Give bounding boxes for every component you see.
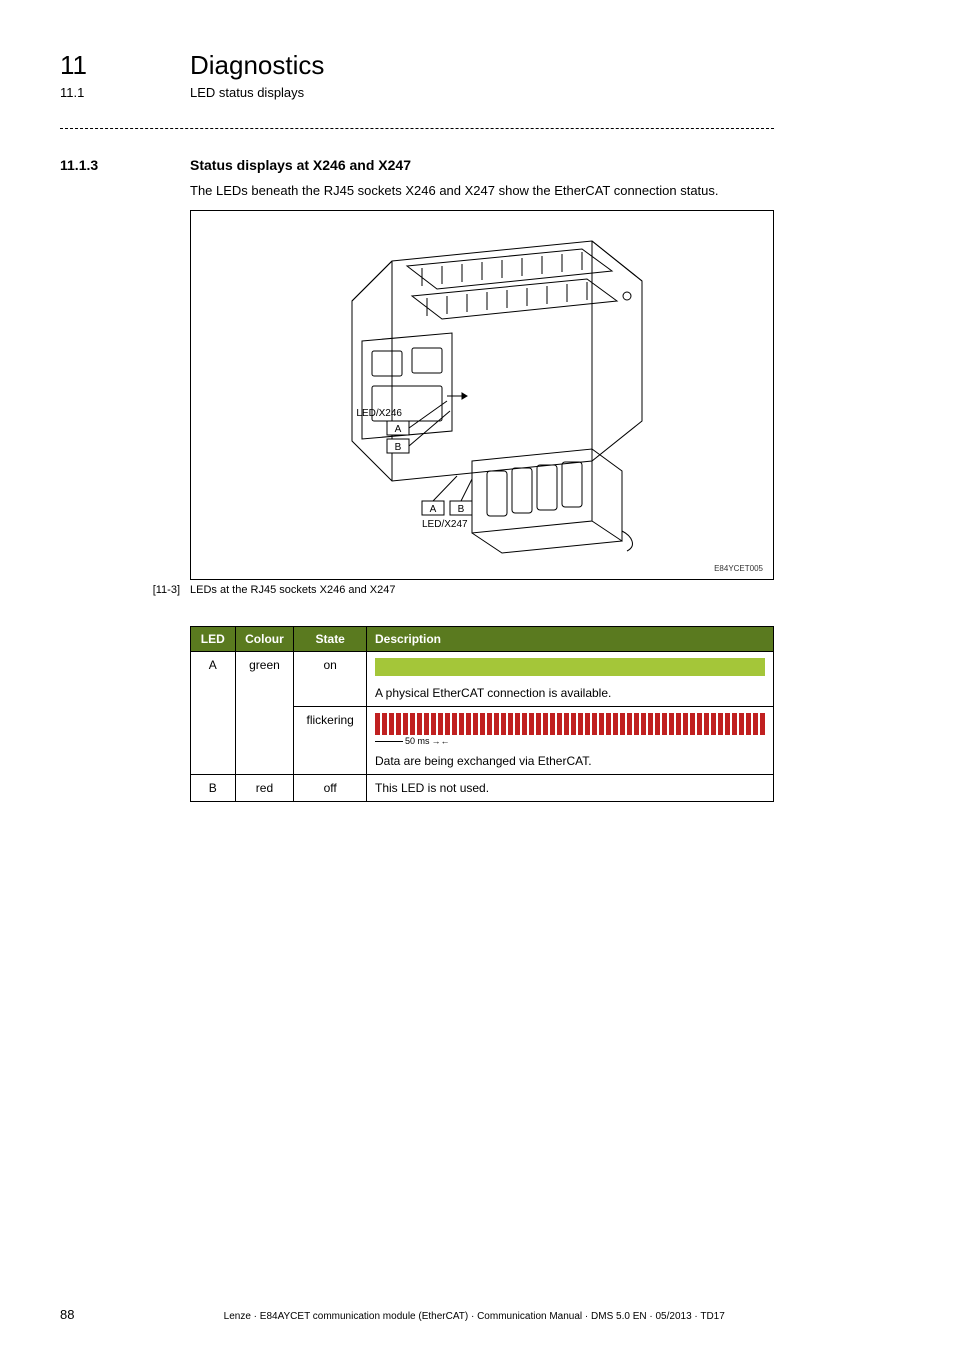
cell-state-flicker: flickering [294,707,367,775]
th-state: State [294,627,367,652]
timing-text: 50 ms [405,736,430,746]
footer-info: Lenze · E84AYCET communication module (E… [74,1311,874,1322]
cell-desc-on: A physical EtherCAT connection is availa… [367,652,774,707]
table-row: B red off This LED is not used. [191,775,774,802]
table-header-row: LED Colour State Description [191,627,774,652]
chapter-number: 11 [60,50,150,81]
table-row: A green on A physical EtherCAT connectio… [191,652,774,707]
desc-on-text: A physical EtherCAT connection is availa… [375,686,611,700]
desc-flicker-text: Data are being exchanged via EtherCAT. [375,754,592,768]
label-led-x247: LED/X247 [422,519,468,530]
cell-colour-a: green [235,652,294,775]
subsection-header: 11.1 LED status displays [60,85,774,100]
led-table: LED Colour State Description A green on … [190,626,774,802]
label-a-1: A [395,424,402,435]
caption-text: LEDs at the RJ45 sockets X246 and X247 [190,584,395,596]
figure-caption: [11-3] LEDs at the RJ45 sockets X246 and… [148,584,774,596]
page-number: 88 [60,1307,74,1322]
label-led-x246: LED/X246 [356,408,402,419]
cell-state-b: off [294,775,367,802]
cell-colour-b: red [235,775,294,802]
subsection-title: LED status displays [190,85,304,100]
flicker-indicator: 50 ms → ← [375,713,765,746]
page-footer: 88 Lenze · E84AYCET communication module… [60,1307,894,1322]
cell-desc-flicker: 50 ms → ← Data are being exchanged via E… [367,707,774,775]
section-number: 11.1.3 [60,157,150,173]
section-header: 11.1.3 Status displays at X246 and X247 [60,157,774,173]
figure-code: E84YCET005 [714,564,763,573]
subsection-number: 11.1 [60,85,150,100]
chapter-title: Diagnostics [190,50,324,81]
section-title: Status displays at X246 and X247 [190,157,411,173]
device-illustration: LED/X246 A B A B LED/X247 [272,221,692,561]
figure-container: LED/X246 A B A B LED/X247 [190,210,774,580]
label-b-2: B [458,504,465,515]
cell-led-a: A [191,652,236,775]
th-colour: Colour [235,627,294,652]
flicker-bars [375,713,765,735]
arrow-left-icon: ← [441,736,450,746]
cell-state-on: on [294,652,367,707]
content-block: The LEDs beneath the RJ45 sockets X246 a… [190,183,774,802]
caption-number: [11-3] [148,584,180,596]
intro-text: The LEDs beneath the RJ45 sockets X246 a… [190,183,774,198]
cell-led-b: B [191,775,236,802]
th-description: Description [367,627,774,652]
th-led: LED [191,627,236,652]
label-a-2: A [430,504,437,515]
arrow-right-icon: → [432,736,441,746]
cell-desc-b: This LED is not used. [367,775,774,802]
on-indicator-bar [375,658,765,676]
label-b-1: B [395,442,402,453]
divider [60,128,774,129]
flicker-timing-label: 50 ms → ← [375,736,765,746]
chapter-header: 11 Diagnostics [60,50,774,81]
